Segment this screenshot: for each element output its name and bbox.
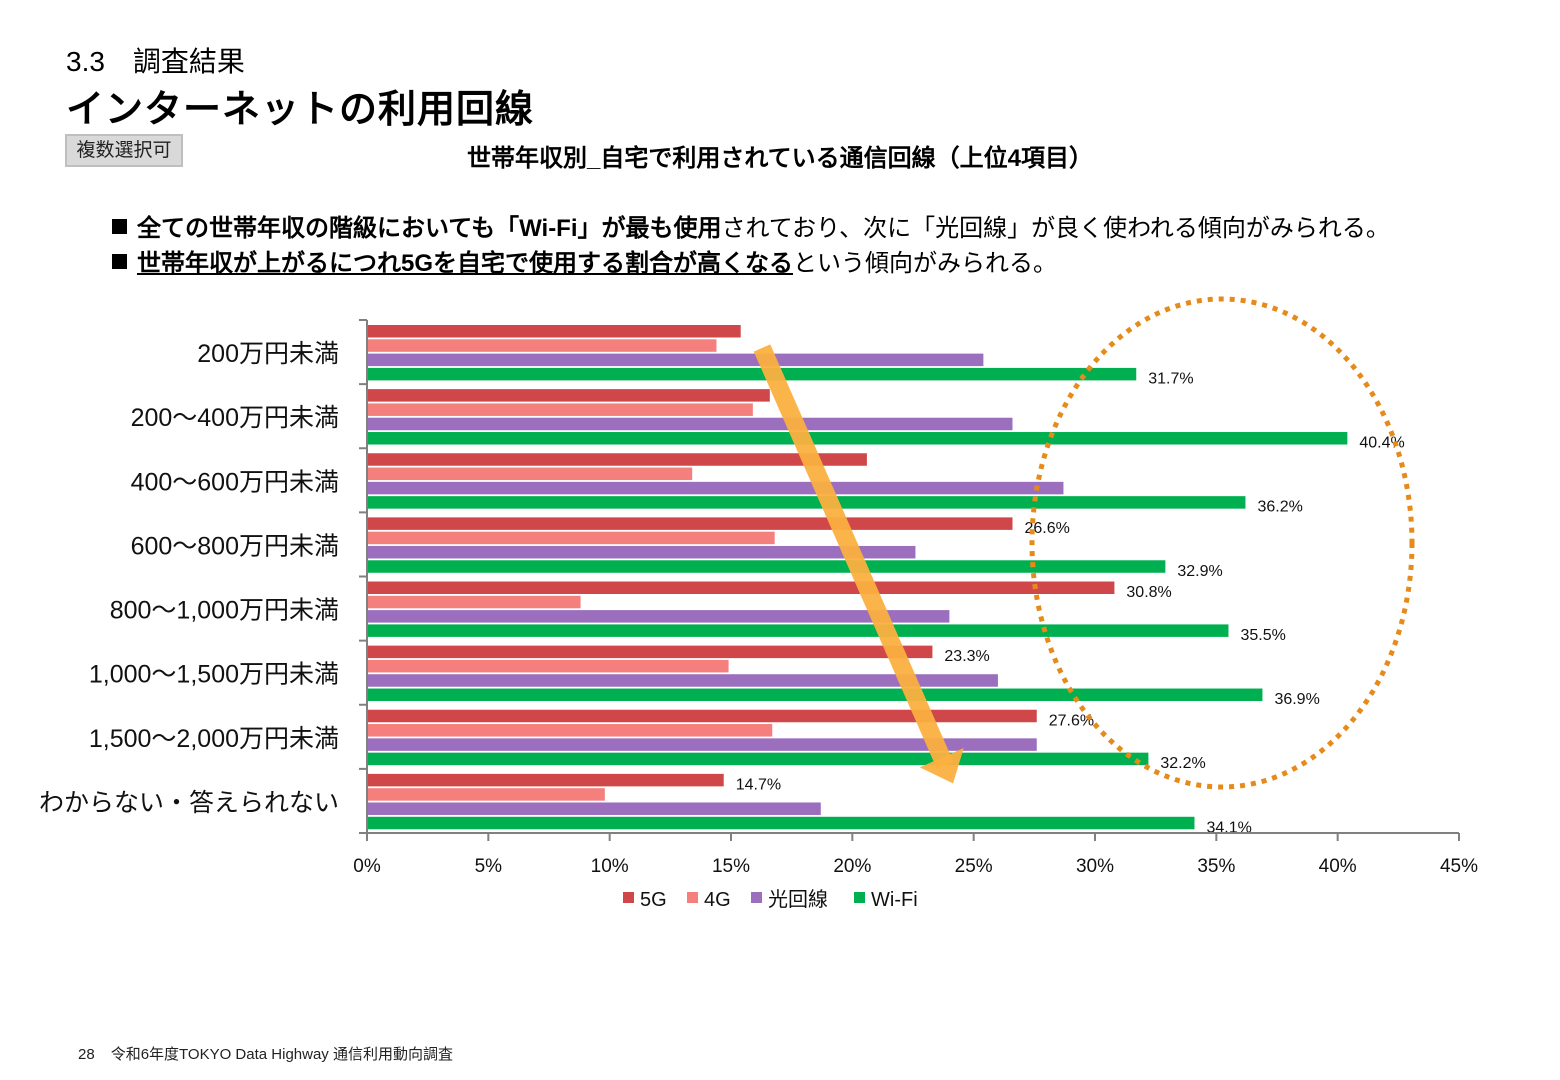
- bar-4G: [367, 467, 693, 481]
- bar-4G: [367, 659, 729, 673]
- data-label: 31.7%: [1148, 370, 1193, 387]
- x-tick-label: 5%: [475, 856, 503, 877]
- bullet-square-icon: [112, 219, 127, 234]
- data-label: 23.3%: [944, 648, 989, 665]
- bar-Wi-Fi: [367, 816, 1195, 830]
- bar-4G: [367, 403, 753, 416]
- bar-光回線: [367, 802, 821, 815]
- bar-光回線: [367, 674, 998, 687]
- bar-5G: [367, 325, 741, 338]
- data-label: 32.9%: [1177, 563, 1222, 580]
- bar-Wi-Fi: [367, 752, 1149, 766]
- bar-光回線: [367, 610, 950, 623]
- finding-bullet-2: 世帯年収が上がるにつれ5Gを自宅で使用する割合が高くなるという傾向がみられる。: [112, 243, 1057, 278]
- bar-4G: [367, 339, 717, 352]
- legend-swatch-光回線: [751, 892, 762, 903]
- bar-Wi-Fi: [367, 432, 1348, 445]
- bar-Wi-Fi: [367, 624, 1229, 637]
- footer-text: 令和6年度TOKYO Data Highway 通信利用動向調査: [110, 1046, 453, 1063]
- x-tick-label: 10%: [591, 856, 629, 877]
- category-label: 1,000～1,500万円未満: [89, 661, 339, 689]
- legend-label: Wi-Fi: [871, 889, 918, 911]
- trend-arrow-shaft: [753, 344, 954, 769]
- data-label: 14.7%: [736, 776, 781, 793]
- x-tick-label: 45%: [1440, 856, 1478, 877]
- bar-5G: [367, 517, 1013, 530]
- data-label: 36.2%: [1257, 499, 1302, 516]
- data-label: 26.6%: [1024, 520, 1069, 537]
- chart-title: 世帯年収別_自宅で利用されている通信回線（上位4項目）: [467, 145, 1093, 172]
- finding-1-rest: されており、次に「光回線」が良く使われる傾向がみられる。: [721, 215, 1390, 242]
- finding-bullet-1: 全ての世帯年収の階級においても「Wi-Fi」が最も使用されており、次に「光回線」…: [112, 208, 1390, 243]
- x-tick-label: 40%: [1319, 856, 1357, 877]
- category-label: 200～400万円未満: [131, 404, 339, 432]
- legend-label: 4G: [704, 889, 731, 911]
- bar-光回線: [367, 417, 1013, 431]
- legend-swatch-4G: [687, 892, 698, 903]
- legend-label: 光回線: [768, 888, 828, 911]
- x-tick-label: 35%: [1197, 856, 1235, 877]
- bar-Wi-Fi: [367, 560, 1166, 573]
- x-tick-label: 20%: [833, 856, 871, 877]
- data-label: 40.4%: [1359, 435, 1404, 452]
- bar-5G: [367, 453, 867, 466]
- legend-label: 5G: [640, 889, 667, 911]
- bar-光回線: [367, 738, 1037, 751]
- bar-5G: [367, 581, 1115, 594]
- finding-2-underline: 世帯年収が上がるにつれ5Gを自宅で使用する割合が高くなる: [137, 250, 794, 277]
- highlight-ellipse: [1029, 296, 1415, 790]
- bar-5G: [367, 645, 933, 659]
- bar-4G: [367, 595, 581, 609]
- x-tick-label: 15%: [712, 856, 750, 877]
- legend-swatch-5G: [623, 892, 634, 903]
- bar-5G: [367, 389, 770, 402]
- bar-Wi-Fi: [367, 367, 1137, 381]
- bar-光回線: [367, 545, 916, 559]
- legend-swatch-Wi-Fi: [854, 892, 865, 903]
- bar-4G: [367, 788, 605, 801]
- bullet-square-icon: [112, 254, 127, 269]
- x-tick-label: 30%: [1076, 856, 1114, 877]
- bar-光回線: [367, 353, 984, 367]
- bar-4G: [367, 531, 775, 545]
- bar-4G: [367, 724, 773, 737]
- bar-Wi-Fi: [367, 688, 1263, 702]
- category-label: わからない・答えられない: [39, 789, 339, 817]
- page-number: 28: [78, 1046, 95, 1063]
- data-label: 30.8%: [1126, 584, 1171, 601]
- bar-5G: [367, 709, 1037, 723]
- bar-光回線: [367, 481, 1064, 495]
- data-label: 36.9%: [1274, 691, 1319, 708]
- data-label: 32.2%: [1160, 755, 1205, 772]
- bar-5G: [367, 773, 724, 787]
- x-tick-label: 25%: [955, 856, 993, 877]
- data-label: 35.5%: [1240, 627, 1285, 644]
- category-label: 1,500～2,000万円未満: [89, 725, 339, 753]
- finding-2-rest: という傾向がみられる。: [793, 250, 1058, 277]
- category-label: 400～600万円未満: [131, 468, 339, 496]
- data-label: 27.6%: [1049, 712, 1094, 729]
- category-label: 600～800万円未満: [131, 532, 339, 560]
- multi-select-badge: 複数選択可: [65, 134, 183, 167]
- category-label: 200万円未満: [197, 340, 339, 368]
- finding-1-bold: 全ての世帯年収の階級においても「Wi-Fi」が最も使用: [137, 215, 722, 242]
- bar-Wi-Fi: [367, 496, 1246, 509]
- section-heading: 3.3 調査結果: [66, 46, 245, 77]
- footer: 28 令和6年度TOKYO Data Highway 通信利用動向調査: [78, 1043, 469, 1064]
- category-label: 800～1,000万円未満: [110, 597, 339, 625]
- page-title: インターネットの利用回線: [66, 89, 535, 131]
- trend-arrow-head: [919, 748, 964, 784]
- x-tick-label: 0%: [353, 856, 381, 877]
